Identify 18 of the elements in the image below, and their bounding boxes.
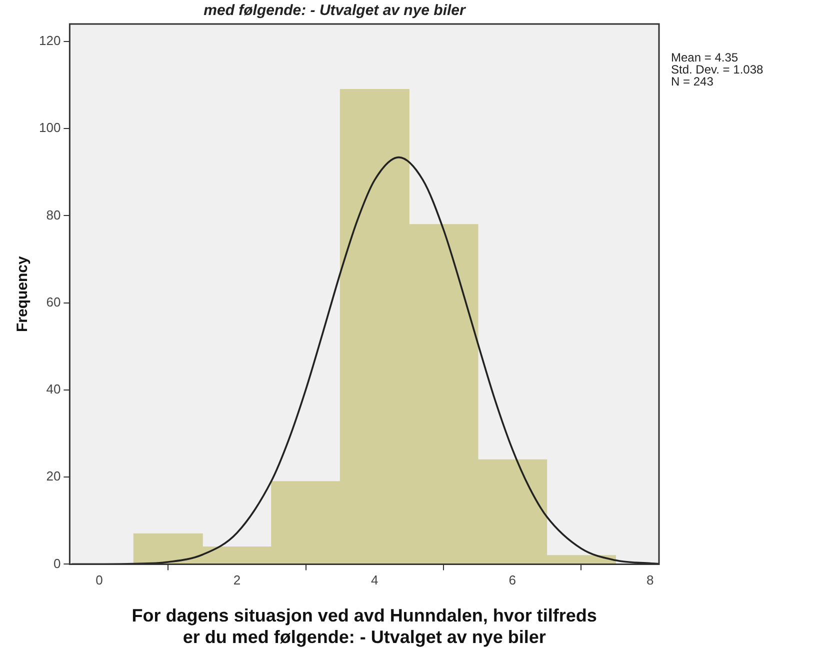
y-tick-label: 100 [38, 120, 61, 136]
y-tick-label: 40 [46, 382, 61, 397]
x-tick-label: 0 [96, 572, 103, 588]
y-tick-label: 0 [53, 556, 61, 571]
y-tick-label: 80 [46, 207, 61, 222]
x-tick-label: 6 [508, 572, 516, 588]
text: Mean = 4.35 [671, 50, 738, 64]
y-axis-title: Frequency [14, 256, 32, 332]
y-tick-label: 20 [46, 468, 61, 484]
x-tick-label: 4 [371, 572, 378, 588]
x-tick-label: 8 [646, 572, 654, 588]
chart-title: med følgende: - Utvalget av nye biler [204, 2, 467, 20]
x-axis-title: For dagens situasjon ved avd Hunndalen, hvor tilfreds er du med følgende: - Utvalget av nye biler [132, 606, 597, 648]
text: N = 243 [671, 74, 714, 88]
y-tick-label: 120 [38, 33, 61, 48]
text: Std. Dev. = 1.038 [671, 62, 764, 76]
x-tick-label: 2 [233, 572, 241, 588]
y-tick-label: 60 [46, 294, 61, 310]
